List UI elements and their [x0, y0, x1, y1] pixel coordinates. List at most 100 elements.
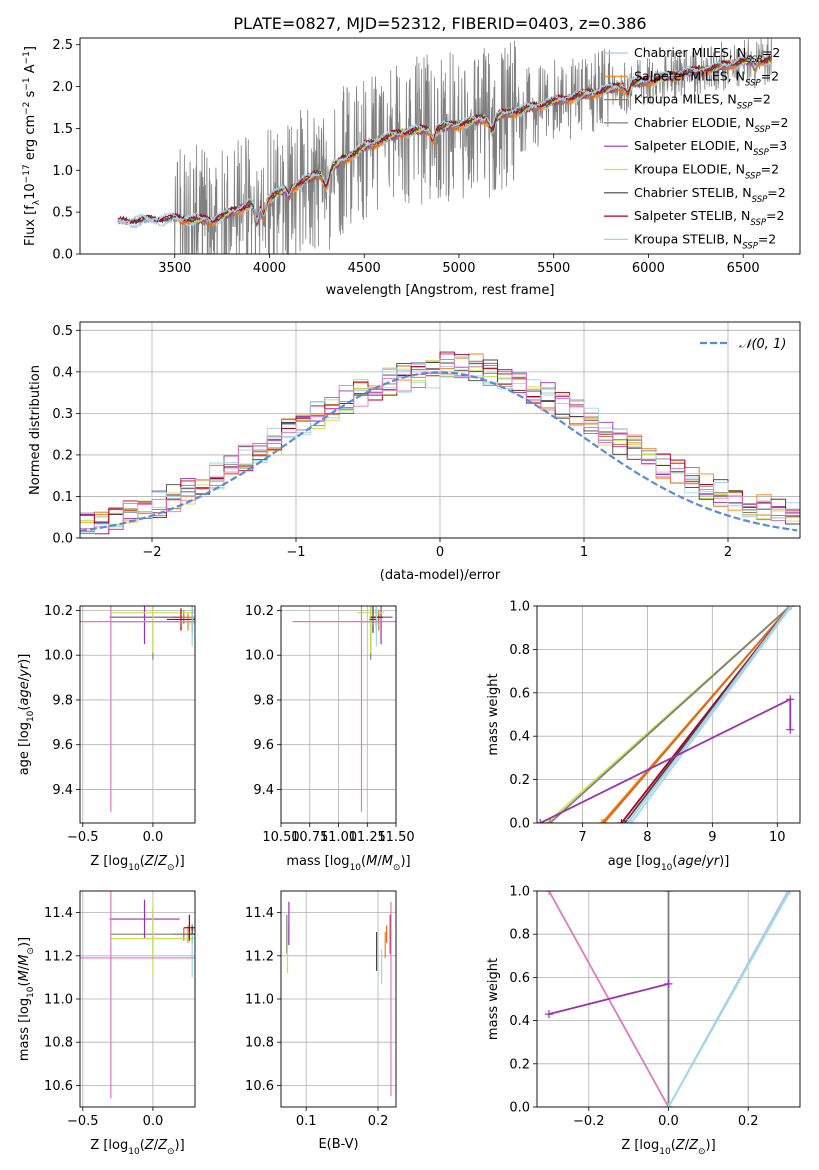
mass-weight-line: [549, 606, 791, 823]
x-tick-label: 6000: [632, 261, 665, 276]
y-tick-label: 0.5: [52, 206, 73, 221]
mass-weight-line: [603, 606, 791, 823]
plot-area: [537, 606, 800, 823]
x-tick-label: 2: [724, 545, 732, 560]
x-tick-label: 10.50: [262, 830, 299, 845]
axes-frame: [79, 37, 801, 255]
mass-weight-marker: [599, 819, 608, 823]
x-tick-label: 0.0: [143, 1114, 164, 1129]
y-tick-label: 11.0: [44, 993, 73, 1008]
y-tick-label: 10.8: [245, 1036, 274, 1051]
x-tick-label: −0.5: [67, 1114, 99, 1129]
x-tick-label: 11.00: [320, 830, 357, 845]
x-tick-label: 8: [643, 830, 651, 845]
y-tick-label: 9.6: [52, 738, 73, 753]
mass-weight-line: [548, 983, 669, 1015]
legend-entry: Chabrier MILES, NSSP=2: [634, 45, 780, 65]
mass-weight-marker: [617, 819, 626, 823]
y-axis-label: Normed distribution: [28, 365, 43, 495]
x-axis-label: Z [log10(Z/Z⊙)]: [621, 1138, 715, 1157]
x-tick-label: 6500: [727, 261, 760, 276]
y-tick-label: 11.4: [245, 906, 274, 921]
axes-frame: [280, 605, 397, 824]
model-spectrum-line: [117, 51, 772, 224]
x-tick-label: 1: [580, 545, 588, 560]
x-tick-label: 11.25: [349, 830, 386, 845]
y-tick-label: 9.8: [52, 693, 73, 708]
mass-weight-marker: [627, 819, 636, 823]
plot-area: [80, 891, 195, 1107]
x-tick-label: 3500: [158, 261, 191, 276]
x-axis-label: wavelength [Angstrom, rest frame]: [326, 283, 555, 298]
x-tick-label: 4500: [348, 261, 381, 276]
y-tick-label: 0.6: [509, 686, 530, 701]
axes-mass_vs_ebv: 0.1 0.2 10.6 10.8 11.0 11.2 11.4 E(B-V): [245, 890, 397, 1152]
y-tick-label: 11.0: [245, 993, 274, 1008]
mass-weight-marker: [664, 891, 673, 895]
y-tick-label: 10.2: [44, 604, 73, 619]
axes-age_vs_z: −0.5 0.0 9.4 9.6 9.8 10.0 10.2 Z [log10(Z/Z⊙)] a…: [17, 604, 196, 873]
x-axis-label: mass [log10(M/M⊙)]: [286, 854, 410, 873]
mass-weight-marker: [544, 1010, 553, 1019]
mass-weight-line: [627, 606, 792, 823]
plot-area: [281, 606, 396, 823]
x-tick-label: 10: [769, 830, 786, 845]
x-axis-label: Z [log10(Z/Z⊙)]: [90, 1138, 184, 1157]
plot-area: [281, 891, 396, 1107]
figure-title: PLATE=0827, MJD=52312, FIBERID=0403, z=0…: [233, 14, 646, 33]
mass-weight-marker: [537, 819, 545, 823]
x-tick-label: −2: [142, 545, 161, 560]
y-tick-label: 11.2: [44, 949, 73, 964]
spectrum-legend: Chabrier MILES, NSSP=2 Salpeter MILES, NS…: [604, 45, 789, 251]
y-tick-label: 9.8: [253, 693, 274, 708]
y-axis-label: mass weight: [486, 673, 501, 755]
axes-frame: [536, 605, 801, 824]
y-tick-label: 0.0: [52, 248, 73, 263]
y-tick-label: 1.0: [52, 164, 73, 179]
x-tick-label: 0.1: [296, 1114, 317, 1129]
x-tick-label: 4000: [253, 261, 286, 276]
x-axis-label: (data-model)/error: [380, 568, 501, 583]
mass-weight-marker: [664, 979, 673, 988]
x-tick-label: 0.0: [658, 1114, 679, 1129]
axes-mass_vs_z: −0.5 0.0 10.6 10.8 11.0 11.2 11.4 Z [log10(Z/Z⊙…: [17, 890, 196, 1157]
y-tick-label: 10.8: [44, 1036, 73, 1051]
axes-spectrum: 3500 4000 4500 5000 5500 6000 6500 0.0 0.5 1.0 1.5…: [22, 37, 801, 298]
y-axis-label: age [log10(age/yr)]: [17, 654, 36, 776]
y-tick-label: 0.6: [509, 971, 530, 986]
y-tick-label: 11.2: [245, 949, 274, 964]
legend-entry: Kroupa MILES, NSSP=2: [634, 92, 771, 112]
y-tick-label: 10.6: [44, 1079, 73, 1094]
axes-frame: [280, 890, 397, 1108]
y-tick-label: 0.4: [509, 730, 530, 745]
mass-weight-marker: [620, 819, 629, 823]
plot-area: [537, 891, 800, 1107]
y-tick-label: 10.6: [245, 1079, 274, 1094]
y-tick-label: 11.4: [44, 906, 73, 921]
y-tick-label: 0.0: [509, 817, 530, 832]
y-tick-label: 0.2: [52, 448, 73, 463]
y-tick-label: 1.0: [509, 885, 530, 900]
y-tick-label: 10.0: [245, 649, 274, 664]
mass-weight-line: [667, 891, 791, 1107]
y-tick-label: 0.1: [52, 490, 73, 505]
y-tick-label: 1.0: [509, 600, 530, 615]
axes-frame: [536, 890, 801, 1108]
mass-weight-marker: [545, 819, 554, 823]
x-tick-label: 9: [708, 830, 716, 845]
mass-weight-marker: [597, 819, 606, 823]
mass-weight-line: [630, 606, 793, 823]
x-tick-label: 10.75: [291, 830, 328, 845]
y-tick-label: 0.4: [509, 1014, 530, 1029]
mass-weight-marker: [664, 1103, 673, 1107]
legend-entry: 𝒩(0, 1): [739, 337, 786, 352]
y-tick-label: 2.5: [52, 38, 73, 53]
y-axis-label: mass [log10(M/M⊙)]: [17, 937, 36, 1061]
x-tick-label: 0.0: [143, 830, 164, 845]
axes-residuals: −2 −1 0 1 2 0.0 0.1 0.2 0.3 0.4 0.5 (data-model)/er…: [28, 321, 801, 583]
axes-frame: [79, 321, 801, 539]
y-tick-label: 0.5: [52, 324, 73, 339]
axes-frame: [79, 605, 196, 824]
